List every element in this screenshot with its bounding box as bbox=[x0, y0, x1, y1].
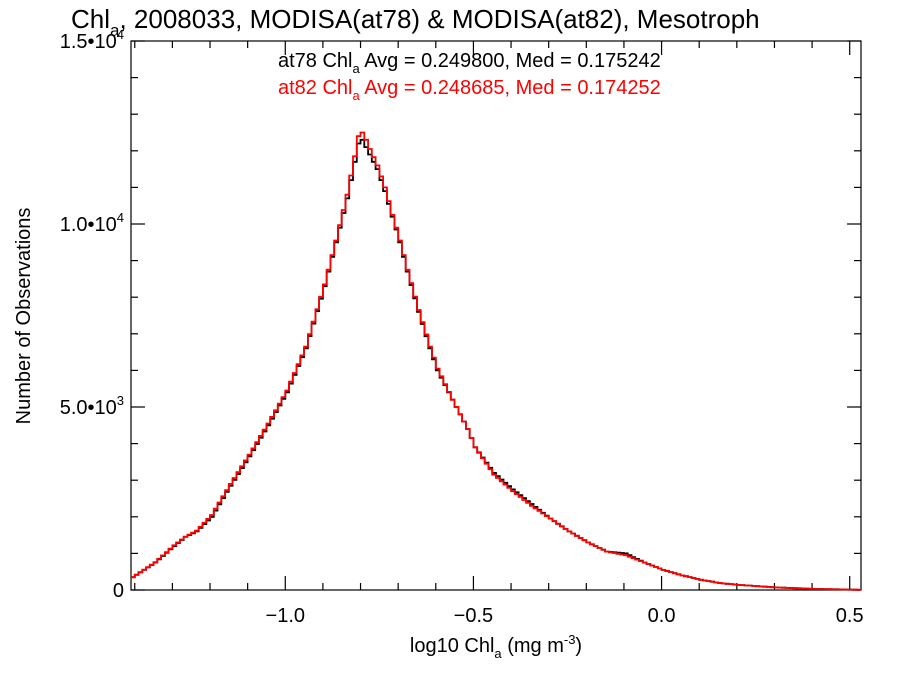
chart-title-subscript: a bbox=[110, 21, 120, 40]
series-line-at82 bbox=[131, 131, 861, 591]
stats-label-at82-sub: a bbox=[353, 88, 361, 103]
series-layer bbox=[131, 131, 861, 591]
y-tick-label-exponent: 3 bbox=[117, 393, 124, 408]
chart-title-rest: , 2008033, MODISA(at78) & MODISA(at82), … bbox=[119, 4, 759, 34]
stats-label-at78-pre: at78 Chl bbox=[278, 50, 353, 72]
stats-label-at78-post: Avg = 0.249800, Med = 0.175242 bbox=[360, 50, 661, 72]
y-tick-label-exponent: 4 bbox=[117, 27, 124, 42]
y-tick-label: 0 bbox=[113, 580, 124, 602]
x-tick-label: 0.0 bbox=[648, 605, 676, 627]
y-tick-label: 1.0•104 bbox=[60, 210, 124, 236]
x-axis: −1.0 −0.5 0.0 0.5 bbox=[134, 41, 864, 627]
y-tick-label-mantissa: 1.0•10 bbox=[60, 214, 117, 236]
x-tick-label: 0.5 bbox=[836, 605, 864, 627]
x-axis-label-superscript: -3 bbox=[564, 632, 576, 647]
x-axis-label-end: ) bbox=[575, 635, 582, 657]
stats-label-at82-post: Avg = 0.248685, Med = 0.174252 bbox=[360, 77, 661, 99]
y-tick-label-mantissa: 0 bbox=[113, 580, 124, 602]
plot-frame bbox=[130, 40, 862, 591]
stats-label-at82: at82 Chla Avg = 0.248685, Med = 0.174252 bbox=[278, 77, 661, 103]
y-tick-label-exponent: 4 bbox=[117, 210, 124, 225]
y-tick-label: 1.5•104 bbox=[60, 27, 124, 53]
y-tick-label: 5.0•103 bbox=[60, 393, 124, 419]
x-axis-label-subscript: a bbox=[494, 646, 502, 661]
stats-label-at82-pre: at82 Chl bbox=[278, 77, 353, 99]
stats-label-at78: at78 Chla Avg = 0.249800, Med = 0.175242 bbox=[278, 50, 661, 76]
y-tick-label-mantissa: 5.0•10 bbox=[60, 397, 117, 419]
y-axis-label: Number of Observations bbox=[13, 208, 35, 425]
x-tick-label: −1.0 bbox=[266, 605, 305, 627]
chart-title-main: Chl bbox=[71, 4, 110, 34]
x-axis-label-mid: (mg m bbox=[502, 635, 564, 657]
x-axis-label: log10 Chla (mg m-3) bbox=[410, 632, 582, 661]
x-tick-label: −0.5 bbox=[454, 605, 493, 627]
chart-title: Chla, 2008033, MODISA(at78) & MODISA(at8… bbox=[71, 4, 760, 40]
series-line-at78 bbox=[131, 138, 861, 591]
y-tick-label-mantissa: 1.5•10 bbox=[60, 31, 117, 53]
stats-label-at78-sub: a bbox=[353, 61, 361, 76]
x-axis-label-main: log10 Chl bbox=[410, 635, 495, 657]
